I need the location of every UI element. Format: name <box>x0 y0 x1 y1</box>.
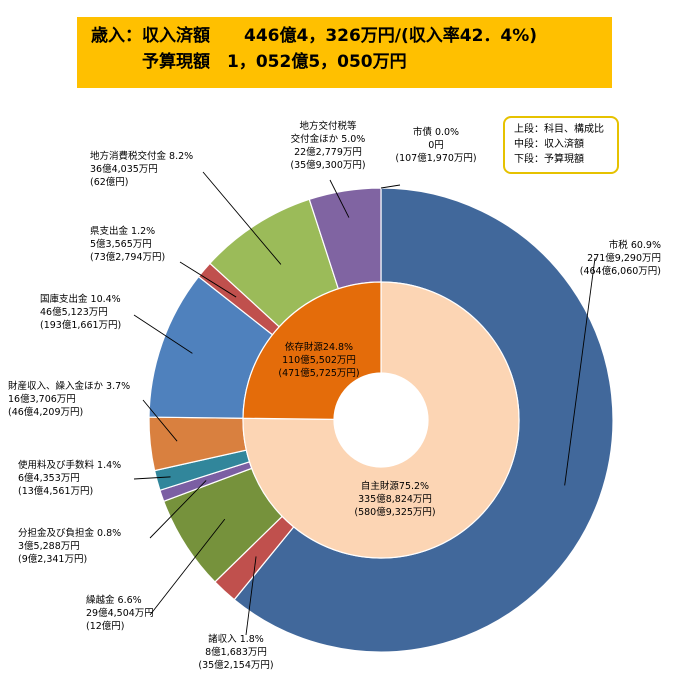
inner-label-line-1-0: 依存財源24.8% <box>285 341 353 353</box>
outer-label-4: 使用料及び手数料 1.4%6億4,353万円(13億4,561万円) <box>18 459 121 497</box>
outer-label-line-7-1: 5億3,565万円 <box>90 238 152 250</box>
outer-label-line-6-1: 46億5,123万円 <box>40 306 108 318</box>
inner-label-0: 自主財源75.2%335億8,824万円(580億9,325万円) <box>354 480 435 518</box>
leader-line-4 <box>133 476 171 480</box>
outer-label-line-0-1: 271億9,290万円 <box>587 252 661 264</box>
outer-label-line-10-2: (107億1,970万円) <box>395 152 476 164</box>
summary-banner: 歳入：収入済額 446億4，326万円/(収入率42．4%) 予算現額 1，05… <box>77 17 612 88</box>
outer-label-7: 県支出金 1.2%5億3,565万円(73億2,794万円) <box>90 225 165 263</box>
outer-label-line-9-1: 交付金ほか 5.0% <box>291 133 366 145</box>
outer-label-5: 財産収入、繰入金ほか 3.7%16億3,706万円(46億4,209万円) <box>8 380 130 418</box>
outer-label-line-9-3: (35億9,300万円) <box>290 159 365 171</box>
leader-line-5 <box>142 399 178 442</box>
outer-label-line-6-2: (193億1,661万円) <box>40 319 121 331</box>
outer-label-line-10-1: 0円 <box>428 140 444 151</box>
outer-label-line-10-0: 市債 0.0% <box>413 126 459 138</box>
leader-line-6 <box>133 314 193 354</box>
leader-line-9 <box>329 179 350 218</box>
inner-slice-0 <box>242 281 520 559</box>
summary-received: 歳入：収入済額 446億4，326万円/(収入率42．4%) <box>91 26 538 46</box>
legend-note-middle: 中段：収入済額 <box>514 139 584 150</box>
outer-label-line-2-2: (12億円) <box>86 620 125 632</box>
inner-label-line-1-2: (471億5,725万円) <box>278 367 359 379</box>
outer-label-line-7-2: (73億2,794万円) <box>90 251 165 263</box>
outer-label-0: 市税 60.9%271億9,290万円(464億6,060万円) <box>580 239 661 277</box>
outer-label-line-8-0: 地方消費税交付金 8.2% <box>90 150 193 162</box>
leader-line-1 <box>245 556 257 636</box>
outer-label-line-1-1: 8億1,683万円 <box>205 646 267 658</box>
summary-budget: 予算現額 1，052億5，050万円 <box>91 52 407 72</box>
outer-label-line-4-2: (13億4,561万円) <box>18 485 93 497</box>
outer-label-line-0-2: (464億6,060万円) <box>580 265 661 277</box>
legend-note: 上段：科目、構成比 中段：収入済額 下段：予算現額 <box>503 116 619 174</box>
outer-label-line-3-0: 分担金及び負担金 0.8% <box>18 527 121 539</box>
outer-label-6: 国庫支出金 10.4%46億5,123万円(193億1,661万円) <box>40 293 121 331</box>
leader-line-10 <box>380 184 401 189</box>
outer-label-3: 分担金及び負担金 0.8%3億5,288万円(9億2,341万円) <box>18 527 121 565</box>
outer-label-line-1-2: (35億2,154万円) <box>198 659 273 671</box>
legend-note-upper: 上段：科目、構成比 <box>514 124 604 135</box>
outer-label-line-6-0: 国庫支出金 10.4% <box>40 293 121 305</box>
outer-label-10: 市債 0.0% 0円(107億1,970万円) <box>395 126 476 164</box>
outer-label-line-4-1: 6億4,353万円 <box>18 472 80 484</box>
outer-label-line-3-1: 3億5,288万円 <box>18 540 80 552</box>
inner-slice-1 <box>242 281 382 421</box>
outer-label-line-2-0: 繰越金 6.6% <box>86 594 142 606</box>
outer-label-8: 地方消費税交付金 8.2%36億4,035万円(62億円) <box>90 150 193 188</box>
leader-line-7 <box>179 261 237 298</box>
outer-label-line-5-0: 財産収入、繰入金ほか 3.7% <box>8 380 130 392</box>
outer-label-line-5-1: 16億3,706万円 <box>8 393 76 405</box>
outer-label-2: 繰越金 6.6%29億4,504万円(12億円) <box>86 594 154 632</box>
outer-label-line-5-2: (46億4,209万円) <box>8 406 83 418</box>
outer-label-line-9-2: 22億2,779万円 <box>294 146 362 158</box>
outer-label-line-0-0: 市税 60.9% <box>609 239 661 251</box>
outer-label-line-4-0: 使用料及び手数料 1.4% <box>18 459 121 471</box>
inner-label-line-0-1: 335億8,824万円 <box>358 493 432 505</box>
inner-label-1: 依存財源24.8%110億5,502万円(471億5,725万円) <box>278 341 359 379</box>
leader-line-2 <box>149 518 226 616</box>
outer-label-1: 諸収入 1.8%8億1,683万円(35億2,154万円) <box>198 633 273 671</box>
inner-label-line-0-2: (580億9,325万円) <box>354 506 435 518</box>
leader-line-8 <box>202 171 282 265</box>
inner-label-line-1-1: 110億5,502万円 <box>282 354 356 366</box>
leader-line-0 <box>564 257 596 486</box>
legend-note-lower: 下段：予算現額 <box>514 154 584 165</box>
inner-label-line-0-0: 自主財源75.2% <box>361 480 429 492</box>
outer-label-line-8-1: 36億4,035万円 <box>90 163 158 175</box>
outer-label-line-1-0: 諸収入 1.8% <box>208 633 264 645</box>
outer-label-line-3-2: (9億2,341万円) <box>18 553 87 565</box>
outer-label-line-9-0: 地方交付税等 <box>299 120 357 132</box>
leader-line-3 <box>149 480 207 539</box>
outer-label-line-8-2: (62億円) <box>90 176 129 188</box>
outer-label-line-7-0: 県支出金 1.2% <box>90 225 155 237</box>
outer-label-line-2-1: 29億4,504万円 <box>86 607 154 619</box>
